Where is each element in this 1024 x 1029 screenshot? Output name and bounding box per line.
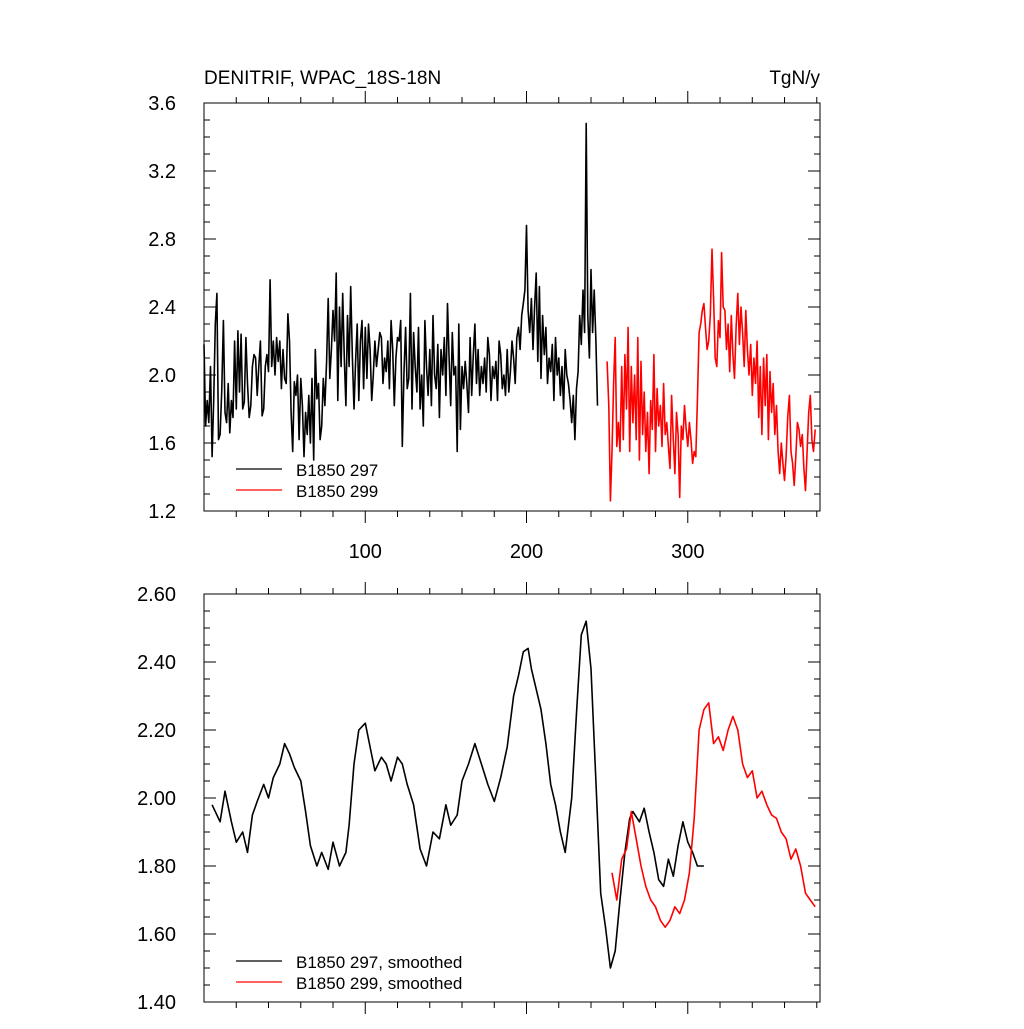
y-tick-label: 2.0 (148, 365, 176, 387)
legend-label-b1850-299-smoothed: B1850 299, smoothed (296, 974, 462, 993)
plot-frame-top (203, 102, 821, 512)
legend-top: B1850 297 B1850 299 (236, 461, 378, 501)
series-group-top (203, 122, 816, 502)
line-series-b1850-297 (203, 122, 599, 461)
units-label: TgN/y (769, 68, 820, 89)
y-tick-label: 2.4 (148, 297, 176, 319)
y-tick-label: 1.2 (148, 501, 176, 523)
legend-label-b1850-297: B1850 297 (296, 461, 378, 480)
chart-title: DENITRIF, WPAC_18S-18N (204, 68, 441, 89)
x-tick-label: 100 (349, 541, 382, 563)
y-tick-label: 2.40 (137, 652, 176, 674)
series-group-bottom (211, 620, 816, 969)
y-tick-label: 3.2 (148, 161, 176, 183)
y-tick-label: 1.40 (137, 992, 176, 1014)
legend-label-b1850-297-smoothed: B1850 297, smoothed (296, 953, 462, 972)
x-tick-label: 200 (510, 541, 543, 563)
axes-top: 1.2 1.6 2.0 2.4 2.8 3.2 3.6 100 200 300 (148, 91, 820, 563)
y-tick-label: 2.60 (137, 584, 176, 606)
line-series-b1850-299-smoothed (611, 701, 816, 929)
y-tick-label: 1.80 (137, 856, 176, 878)
legend-label-b1850-299: B1850 299 (296, 482, 378, 501)
line-series-b1850-299 (606, 248, 816, 502)
y-tick-label: 1.6 (148, 433, 176, 455)
axes-bottom: 1.40 1.60 1.80 2.00 2.20 2.40 2.60 (137, 582, 820, 1014)
x-tick-label: 300 (671, 541, 704, 563)
line-series-b1850-297-smoothed (211, 620, 704, 969)
legend-bottom: B1850 297, smoothed B1850 299, smoothed (236, 953, 462, 993)
y-tick-label: 2.20 (137, 720, 176, 742)
y-tick-label: 1.60 (137, 924, 176, 946)
y-tick-label: 2.00 (137, 788, 176, 810)
y-tick-label: 2.8 (148, 229, 176, 251)
y-tick-label: 3.6 (148, 93, 176, 115)
plot-frame-bottom (203, 593, 821, 1003)
